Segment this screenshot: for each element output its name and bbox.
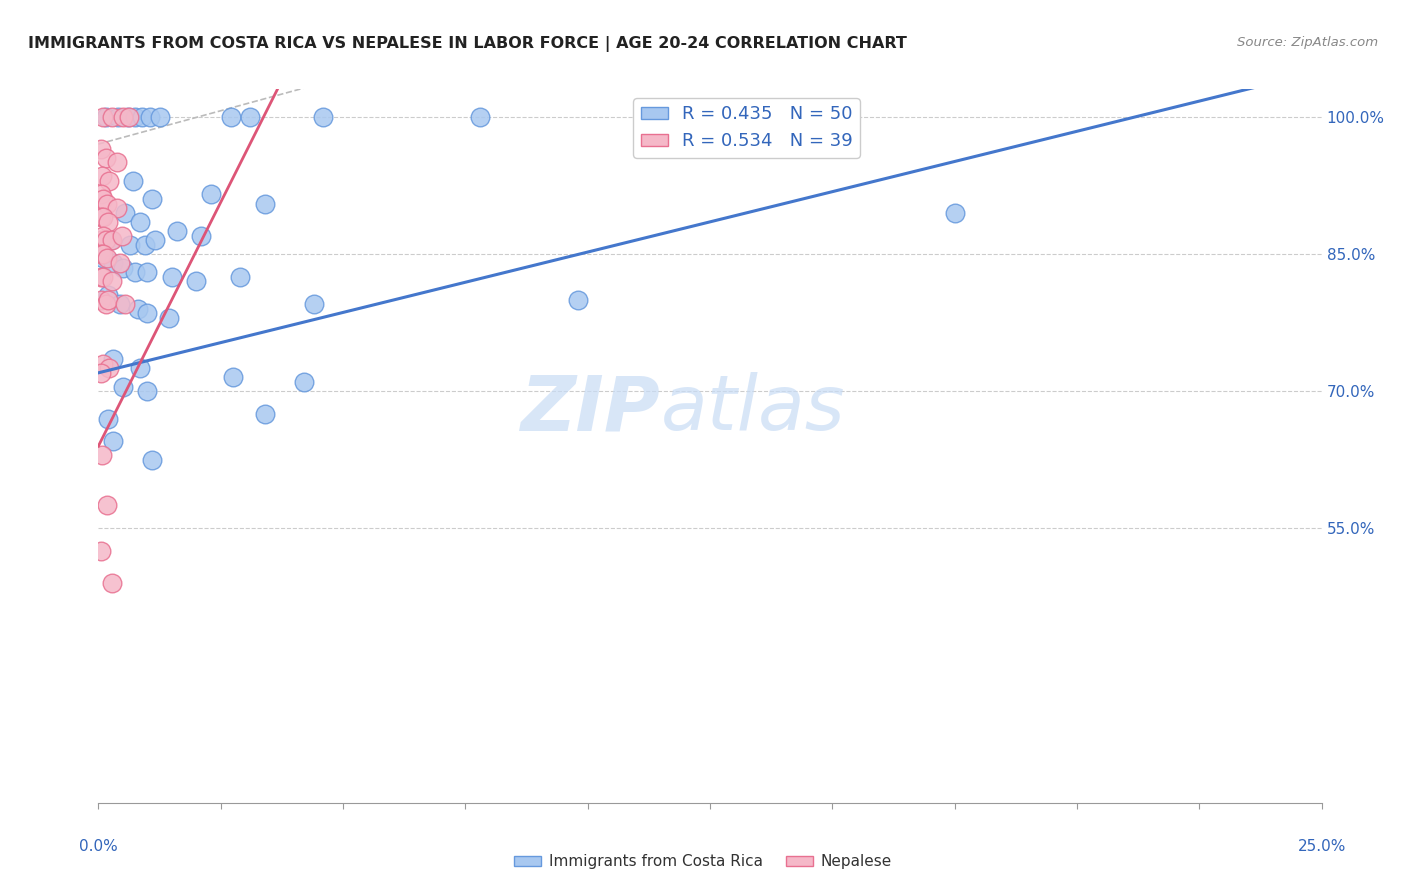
Point [120,237,142,252]
Point [136,384,159,398]
Point [90,544,112,558]
Legend: Immigrants from Costa Rica, Nepalese: Immigrants from Costa Rica, Nepalese [508,848,898,875]
Point [127,301,149,316]
Point [100,233,122,247]
Point [110,297,132,311]
Point [91,448,114,462]
Point [110,256,132,270]
Point [136,265,159,279]
Point [101,576,124,591]
Point [292,375,315,389]
Point [98,174,121,188]
Point [114,297,136,311]
Point [91,357,114,371]
Point [943,205,966,219]
Point [105,155,128,169]
Text: 25.0%: 25.0% [1298,839,1346,855]
Point [190,228,212,243]
Point [222,370,245,384]
Point [131,110,153,124]
Point [94,233,117,247]
Text: atlas: atlas [661,372,845,446]
Point [101,233,124,247]
Point [124,110,146,124]
Point [567,293,589,307]
Point [96,499,118,513]
Point [200,187,222,202]
Point [124,265,146,279]
Point [129,361,152,376]
Point [97,293,120,307]
Point [149,110,172,124]
Point [97,215,120,229]
Point [111,228,134,243]
Point [302,297,325,311]
Point [91,192,114,206]
Point [96,252,118,266]
Point [136,306,159,320]
Point [111,379,134,393]
Point [111,110,134,124]
Point [157,310,180,325]
Point [101,352,124,367]
Point [98,361,121,376]
Text: Source: ZipAtlas.com: Source: ZipAtlas.com [1237,36,1378,49]
Point [91,169,114,183]
Legend: R = 0.435   N = 50, R = 0.534   N = 39: R = 0.435 N = 50, R = 0.534 N = 39 [633,98,860,158]
Point [101,110,124,124]
Point [219,110,242,124]
Point [117,110,139,124]
Point [91,269,114,284]
Point [90,366,112,380]
Point [160,269,183,284]
Point [90,211,112,225]
Point [90,247,112,261]
Point [239,110,262,124]
Point [114,205,136,219]
Point [134,237,156,252]
Point [166,224,188,238]
Point [312,110,335,124]
Point [101,274,124,288]
Point [97,288,120,302]
Point [141,192,163,206]
Point [90,233,112,247]
Point [468,110,491,124]
Text: IMMIGRANTS FROM COSTA RICA VS NEPALESE IN LABOR FORCE | AGE 20-24 CORRELATION CH: IMMIGRANTS FROM COSTA RICA VS NEPALESE I… [28,36,907,52]
Point [90,187,112,202]
Point [91,252,114,266]
Point [91,110,114,124]
Point [229,269,252,284]
Point [105,201,128,215]
Point [253,196,276,211]
Point [129,215,152,229]
Point [141,452,163,467]
Point [186,274,208,288]
Point [94,151,117,165]
Point [96,196,118,211]
Point [94,297,117,311]
Point [107,110,129,124]
Point [111,260,134,275]
Point [143,233,166,247]
Point [90,293,112,307]
Point [90,269,112,284]
Point [97,411,120,425]
Point [94,110,117,124]
Point [139,110,162,124]
Point [118,110,141,124]
Point [91,247,114,261]
Point [121,174,143,188]
Point [91,228,114,243]
Point [90,142,112,156]
Point [253,407,276,421]
Point [91,211,114,225]
Point [101,434,124,449]
Text: 0.0%: 0.0% [79,839,118,855]
Point [101,256,124,270]
Text: ZIP: ZIP [522,372,661,446]
